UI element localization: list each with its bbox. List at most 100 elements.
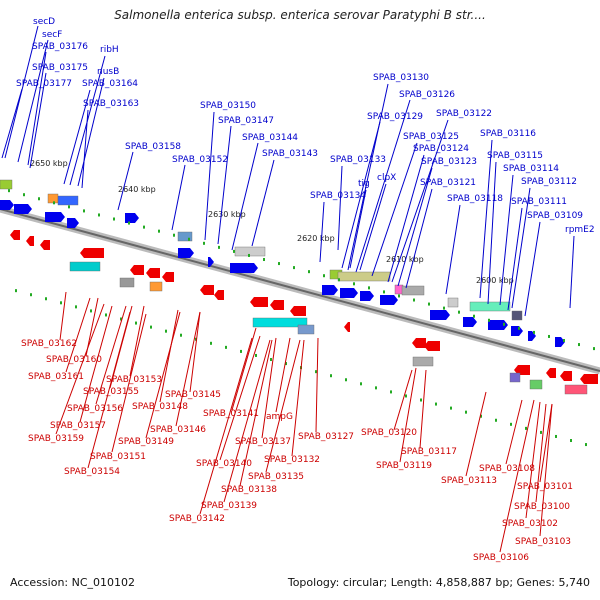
leader-line-bottom [129, 305, 145, 377]
gene-label-top[interactable]: clpX [377, 173, 396, 183]
leader-line-top [77, 77, 105, 187]
gene-label-top[interactable]: SPAB_03109 [527, 211, 583, 221]
gene-label-bottom[interactable]: SPAB_03140 [196, 459, 252, 469]
track-dot [225, 345, 227, 349]
gene-label-bottom[interactable]: SPAB_03153 [106, 375, 162, 385]
gene-label-top[interactable]: SPAB_03111 [511, 197, 567, 207]
track-dot [533, 330, 535, 334]
gene-label-bottom[interactable]: SPAB_03151 [90, 452, 146, 462]
track-dot [353, 282, 355, 286]
track-dot [330, 374, 332, 378]
gene-label-top[interactable]: SPAB_03164 [82, 79, 138, 89]
gene-label-bottom[interactable]: SPAB_03119 [376, 461, 432, 471]
gene-label-top[interactable]: SPAB_03118 [447, 194, 503, 204]
plus-gene-arrow [463, 317, 477, 327]
feature-block [564, 384, 588, 395]
gene-label-bottom[interactable]: SPAB_03162 [21, 339, 77, 349]
gene-label-bottom[interactable]: SPAB_03159 [28, 434, 84, 444]
gene-label-bottom[interactable]: SPAB_03161 [28, 372, 84, 382]
gene-label-bottom[interactable]: SPAB_03108 [479, 464, 535, 474]
gene-label-top[interactable]: SPAB_03114 [503, 164, 559, 174]
plus-gene-arrow [322, 285, 338, 295]
gene-label-top[interactable]: SPAB_03122 [436, 109, 492, 119]
gene-label-bottom[interactable]: SPAB_03149 [118, 437, 174, 447]
gene-label-top[interactable]: SPAB_03175 [32, 63, 88, 73]
feature-block [297, 324, 315, 335]
gene-label-bottom[interactable]: SPAB_03132 [264, 455, 320, 465]
gene-label-bottom[interactable]: SPAB_03155 [83, 387, 139, 397]
minus-gene-arrow [80, 248, 104, 258]
gene-label-bottom[interactable]: SPAB_03120 [361, 428, 417, 438]
gene-label-top[interactable]: SPAB_03143 [262, 149, 318, 159]
gene-label-bottom[interactable]: SPAB_03138 [221, 485, 277, 495]
gene-label-top[interactable]: SPAB_03134 [310, 191, 366, 201]
gene-label-top[interactable]: SPAB_03150 [200, 101, 256, 111]
gene-label-bottom[interactable]: SPAB_03139 [201, 501, 257, 511]
gene-label-bottom[interactable]: ampG [266, 412, 293, 422]
leader-line-top [524, 221, 541, 317]
leader-line-top [63, 89, 91, 185]
gene-label-top[interactable]: SPAB_03163 [83, 99, 139, 109]
gene-label-bottom[interactable]: SPAB_03127 [298, 432, 354, 442]
track-dot [248, 253, 250, 257]
gene-label-top[interactable]: SPAB_03125 [403, 132, 459, 142]
gene-label-bottom[interactable]: SPAB_03135 [248, 472, 304, 482]
gene-label-top[interactable]: tig [358, 179, 370, 189]
gene-label-top[interactable]: SPAB_03126 [399, 90, 455, 100]
gene-label-top[interactable]: SPAB_03152 [172, 155, 228, 165]
gene-label-top[interactable]: SPAB_03115 [487, 151, 543, 161]
gene-label-top[interactable]: secF [42, 30, 62, 40]
gene-label-bottom[interactable]: SPAB_03154 [64, 467, 120, 477]
gene-label-top[interactable]: SPAB_03133 [330, 155, 386, 165]
gene-label-bottom[interactable]: SPAB_03160 [46, 355, 102, 365]
gene-label-top[interactable]: SPAB_03112 [521, 177, 577, 187]
gene-label-bottom[interactable]: SPAB_03113 [441, 476, 497, 486]
gene-label-bottom[interactable]: SPAB_03145 [165, 390, 221, 400]
leader-line-top [231, 142, 259, 251]
feature-block [394, 284, 404, 295]
gene-label-bottom[interactable]: SPAB_03102 [502, 519, 558, 529]
gene-label-top[interactable]: ribH [100, 45, 119, 55]
track-dot [128, 221, 130, 225]
gene-label-bottom[interactable]: SPAB_03146 [150, 425, 206, 435]
track-dot [83, 209, 85, 213]
gene-label-top[interactable]: rpmE2 [565, 225, 595, 235]
gene-label-top[interactable]: SPAB_03123 [421, 157, 477, 167]
gene-label-bottom[interactable]: SPAB_03141 [203, 409, 259, 419]
feature-block [337, 271, 391, 282]
gene-label-bottom[interactable]: SPAB_03117 [401, 447, 457, 457]
gene-label-bottom[interactable]: SPAB_03148 [132, 402, 188, 412]
leader-line-bottom [291, 339, 305, 457]
gene-label-bottom[interactable]: SPAB_03106 [473, 553, 529, 563]
gene-label-top[interactable]: nusB [97, 67, 119, 77]
gene-label-top[interactable]: SPAB_03158 [125, 142, 181, 152]
gene-label-bottom[interactable]: SPAB_03103 [515, 537, 571, 547]
gene-label-top[interactable]: SPAB_03176 [32, 42, 88, 52]
track-dot [503, 322, 505, 326]
track-dot [510, 422, 512, 426]
gene-label-top[interactable]: SPAB_03121 [420, 178, 476, 188]
gene-label-top[interactable]: SPAB_03144 [242, 133, 298, 143]
gene-label-bottom[interactable]: SPAB_03137 [235, 437, 291, 447]
gene-label-top[interactable]: SPAB_03124 [413, 144, 469, 154]
leader-line-top [117, 151, 134, 211]
gene-label-top[interactable]: SPAB_03130 [373, 73, 429, 83]
gene-label-top[interactable]: SPAB_03129 [367, 112, 423, 122]
gene-label-bottom[interactable]: SPAB_03156 [67, 404, 123, 414]
track-dot [240, 349, 242, 353]
track-dot [158, 229, 160, 233]
track-dot [390, 390, 392, 394]
gene-label-bottom[interactable]: SPAB_03142 [169, 514, 225, 524]
gene-label-bottom[interactable]: SPAB_03157 [50, 421, 106, 431]
gene-label-bottom[interactable]: SPAB_03100 [514, 502, 570, 512]
genome-summary-text: Topology: circular; Length: 4,858,887 bp… [287, 576, 590, 589]
track-dot [90, 309, 92, 313]
gene-label-top[interactable]: secD [33, 17, 55, 27]
track-dot [98, 213, 100, 217]
gene-label-top[interactable]: SPAB_03147 [218, 116, 274, 126]
plus-strand-genes [0, 200, 565, 347]
leader-line-bottom [535, 403, 547, 503]
gene-label-bottom[interactable]: SPAB_03101 [517, 482, 573, 492]
gene-label-top[interactable]: SPAB_03116 [480, 129, 536, 139]
gene-label-top[interactable]: SPAB_03177 [16, 79, 72, 89]
